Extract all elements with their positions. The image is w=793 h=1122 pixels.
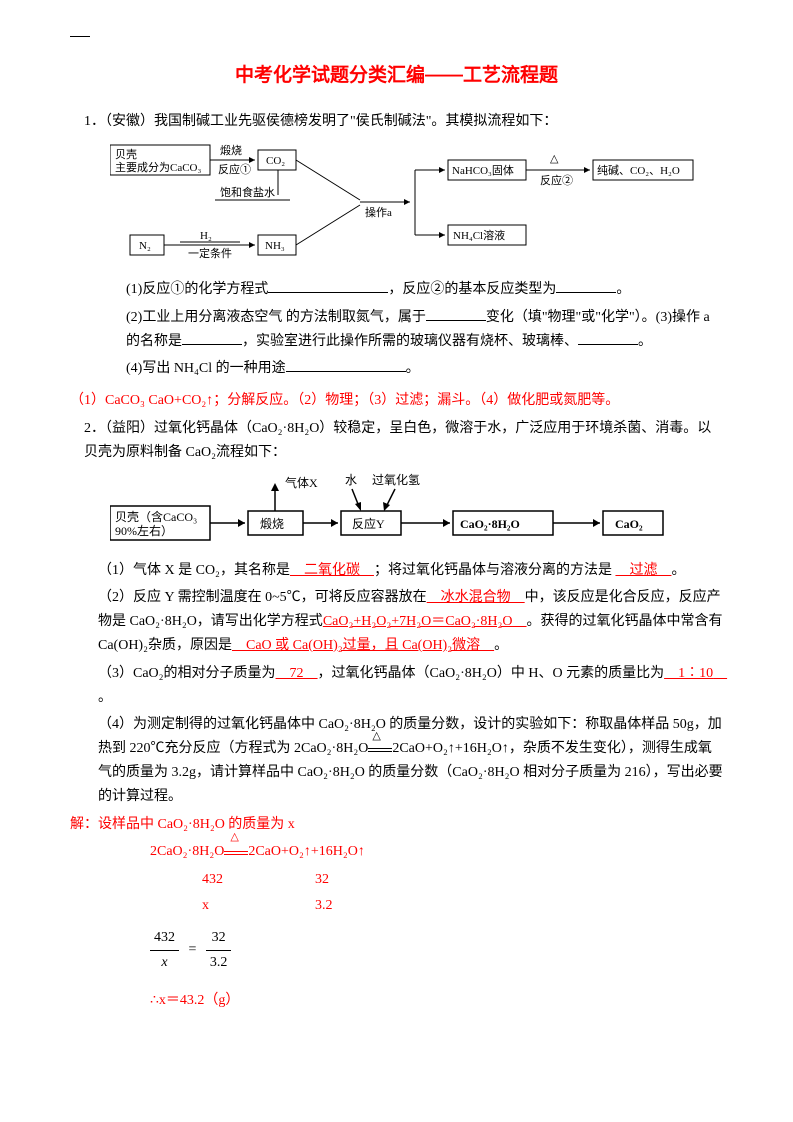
text: (1)反应①的化学方程式 bbox=[126, 282, 268, 297]
text: ，反应②的基本反应类型为 bbox=[388, 282, 556, 297]
svg-text:水: 水 bbox=[345, 473, 357, 487]
svg-text:CO₂: CO₂ bbox=[266, 155, 285, 167]
text: （3）CaO₂的相对分子质量为 bbox=[98, 666, 276, 681]
eq-right: 2CaO+O₂↑+16H₂O↑ bbox=[248, 845, 365, 860]
svg-text:反应②: 反应② bbox=[540, 173, 573, 187]
text: 。 bbox=[671, 563, 685, 578]
text: 。 bbox=[406, 361, 420, 376]
q2-solve-head: 解：设样品中 CaO₂·8H₂O 的质量为 x bbox=[70, 813, 723, 837]
q2-p3: （3）CaO₂的相对分子质量为 72 ，过氧化钙晶体（CaO₂·8H₂O）中 H… bbox=[70, 662, 723, 710]
text: （1）气体 X 是 CO₂，其名称是 bbox=[98, 563, 290, 578]
svg-text:贝壳（含CaCO₃: 贝壳（含CaCO₃ bbox=[115, 509, 197, 524]
blank bbox=[182, 331, 242, 345]
svg-text:NH₃: NH₃ bbox=[265, 240, 285, 252]
text: ；将过氧化钙晶体与溶液分离的方法是 bbox=[374, 563, 612, 578]
denominator: 3.2 bbox=[206, 951, 232, 975]
svg-text:CaO₂·8H₂O: CaO₂·8H₂O bbox=[460, 517, 520, 531]
text: 。 bbox=[638, 334, 652, 349]
fraction: 32 3.2 bbox=[206, 926, 232, 975]
svg-text:主要成分为CaCO₃: 主要成分为CaCO₃ bbox=[115, 161, 201, 174]
fraction: 432 x bbox=[150, 926, 179, 975]
text: ，实验室进行此操作所需的玻璃仪器有烧杯、玻璃棒、 bbox=[242, 334, 578, 349]
answer: CaO 或 Ca(OH)₂过量，且 Ca(OH)₂微溶 bbox=[232, 638, 494, 653]
svg-text:纯碱、CO₂、H₂O: 纯碱、CO₂、H₂O bbox=[597, 164, 680, 177]
table-row: x 3.2 bbox=[202, 894, 423, 918]
cell: 3.2 bbox=[315, 894, 423, 918]
eq-left: 2CaO₂·8H₂O bbox=[150, 845, 224, 860]
svg-text:一定条件: 一定条件 bbox=[188, 246, 232, 260]
table-row: 432 32 bbox=[202, 868, 423, 892]
answer: 冰水混合物 bbox=[427, 590, 525, 605]
q1-p1: (1)反应①的化学方程式 ，反应②的基本反应类型为 。 bbox=[70, 278, 723, 302]
text: (4)写出 NH₄Cl 的一种用途 bbox=[126, 361, 286, 376]
denominator: x bbox=[150, 951, 179, 975]
svg-text:NH₄Cl溶液: NH₄Cl溶液 bbox=[453, 228, 505, 242]
svg-text:90%左右）: 90%左右） bbox=[115, 523, 173, 538]
svg-text:CaO₂: CaO₂ bbox=[615, 517, 643, 531]
answer: CaO₂+H₂O₂+7H₂O＝CaO₂·8H₂O bbox=[323, 614, 527, 629]
q2-calc-table: 432 32 x 3.2 bbox=[200, 866, 425, 920]
svg-text:煅烧: 煅烧 bbox=[260, 516, 284, 531]
svg-text:H₂: H₂ bbox=[200, 230, 212, 242]
q2-p1: （1）气体 X 是 CO₂，其名称是 二氧化碳 ；将过氧化钙晶体与溶液分离的方法… bbox=[70, 559, 723, 583]
svg-text:△: △ bbox=[550, 153, 559, 165]
svg-text:NaHCO₃固体: NaHCO₃固体 bbox=[452, 163, 514, 177]
cell: 432 bbox=[202, 868, 313, 892]
text: （2）反应 Y 需控制温度在 0~5℃，可将反应容器放在 bbox=[98, 590, 427, 605]
answer: 二氧化碳 bbox=[290, 563, 374, 578]
q2-p4: （4）为测定制得的过氧化钙晶体中 CaO₂·8H₂O 的质量分数，设计的实验如下… bbox=[70, 713, 723, 808]
q1-answer: （1）CaCO₃ CaO+CO₂↑；分解反应。（2）物理；（3）过滤；漏斗。（4… bbox=[70, 389, 723, 413]
svg-text:煅烧: 煅烧 bbox=[220, 143, 242, 157]
svg-text:N₂: N₂ bbox=[139, 240, 151, 252]
header-rule bbox=[70, 36, 90, 37]
q2-equation: 2CaO₂·8H₂O△2CaO+O₂↑+16H₂O↑ bbox=[150, 840, 723, 864]
svg-text:气体X: 气体X bbox=[285, 475, 318, 490]
numerator: 32 bbox=[206, 926, 232, 951]
blank bbox=[578, 331, 638, 345]
cell: x bbox=[202, 894, 313, 918]
q1-p2: (2)工业上用分离液态空气 的方法制取氮气，属于变化（填"物理"或"化学"）。(… bbox=[70, 306, 723, 354]
cell: 32 bbox=[315, 868, 423, 892]
page-title: 中考化学试题分类汇编——工艺流程题 bbox=[70, 60, 723, 92]
svg-text:操作a: 操作a bbox=[365, 205, 392, 219]
blank bbox=[426, 307, 486, 321]
answer: 1∶10 bbox=[664, 666, 727, 681]
blank bbox=[556, 279, 616, 293]
numerator: 432 bbox=[150, 926, 179, 951]
triangle-icon: △ bbox=[372, 727, 380, 746]
equals: = bbox=[183, 942, 203, 957]
text: ，过氧化钙晶体（CaO₂·8H₂O）中 H、O 元素的质量比为 bbox=[318, 666, 665, 681]
text: 。 bbox=[616, 282, 630, 297]
answer: 过滤 bbox=[615, 563, 671, 578]
svg-text:贝壳: 贝壳 bbox=[115, 147, 137, 161]
q2-p2: （2）反应 Y 需控制温度在 0~5℃，可将反应容器放在 冰水混合物 中，该反应… bbox=[70, 586, 723, 657]
text: 。 bbox=[98, 690, 112, 705]
q2-fraction-eq: 432 x = 32 3.2 bbox=[150, 926, 723, 975]
answer: 72 bbox=[276, 666, 318, 681]
text: (2)工业上用分离液态空气 的方法制取氮气，属于 bbox=[126, 310, 426, 325]
q1-p4: (4)写出 NH₄Cl 的一种用途 。 bbox=[70, 357, 723, 381]
blank bbox=[286, 358, 406, 372]
q2-flow-diagram: 贝壳（含CaCO₃ 90%左右） 煅烧 气体X 反应Y 水 过氧化氢 CaO₂·… bbox=[110, 471, 723, 551]
triangle-icon: △ bbox=[230, 828, 238, 847]
q2-stem: 2．（益阳）过氧化钙晶体（CaO₂·8H₂O）较稳定，呈白色，微溶于水，广泛应用… bbox=[70, 417, 723, 465]
svg-text:反应①: 反应① bbox=[218, 162, 251, 176]
text: 。 bbox=[494, 638, 508, 653]
svg-text:饱和食盐水: 饱和食盐水 bbox=[220, 185, 275, 199]
svg-text:反应Y: 反应Y bbox=[352, 516, 385, 531]
q1-flow-diagram: 贝壳 主要成分为CaCO₃ 煅烧 反应① CO₂ 饱和食盐水 N₂ H₂ 一定条… bbox=[110, 140, 723, 270]
q2-result: ∴x＝43.2（g） bbox=[150, 989, 723, 1013]
blank bbox=[268, 279, 388, 293]
svg-text:过氧化氢: 过氧化氢 bbox=[372, 472, 420, 487]
q1-stem: 1．（安徽）我国制碱工业先驱侯德榜发明了"侯氏制碱法"。其模拟流程如下： bbox=[70, 110, 723, 134]
